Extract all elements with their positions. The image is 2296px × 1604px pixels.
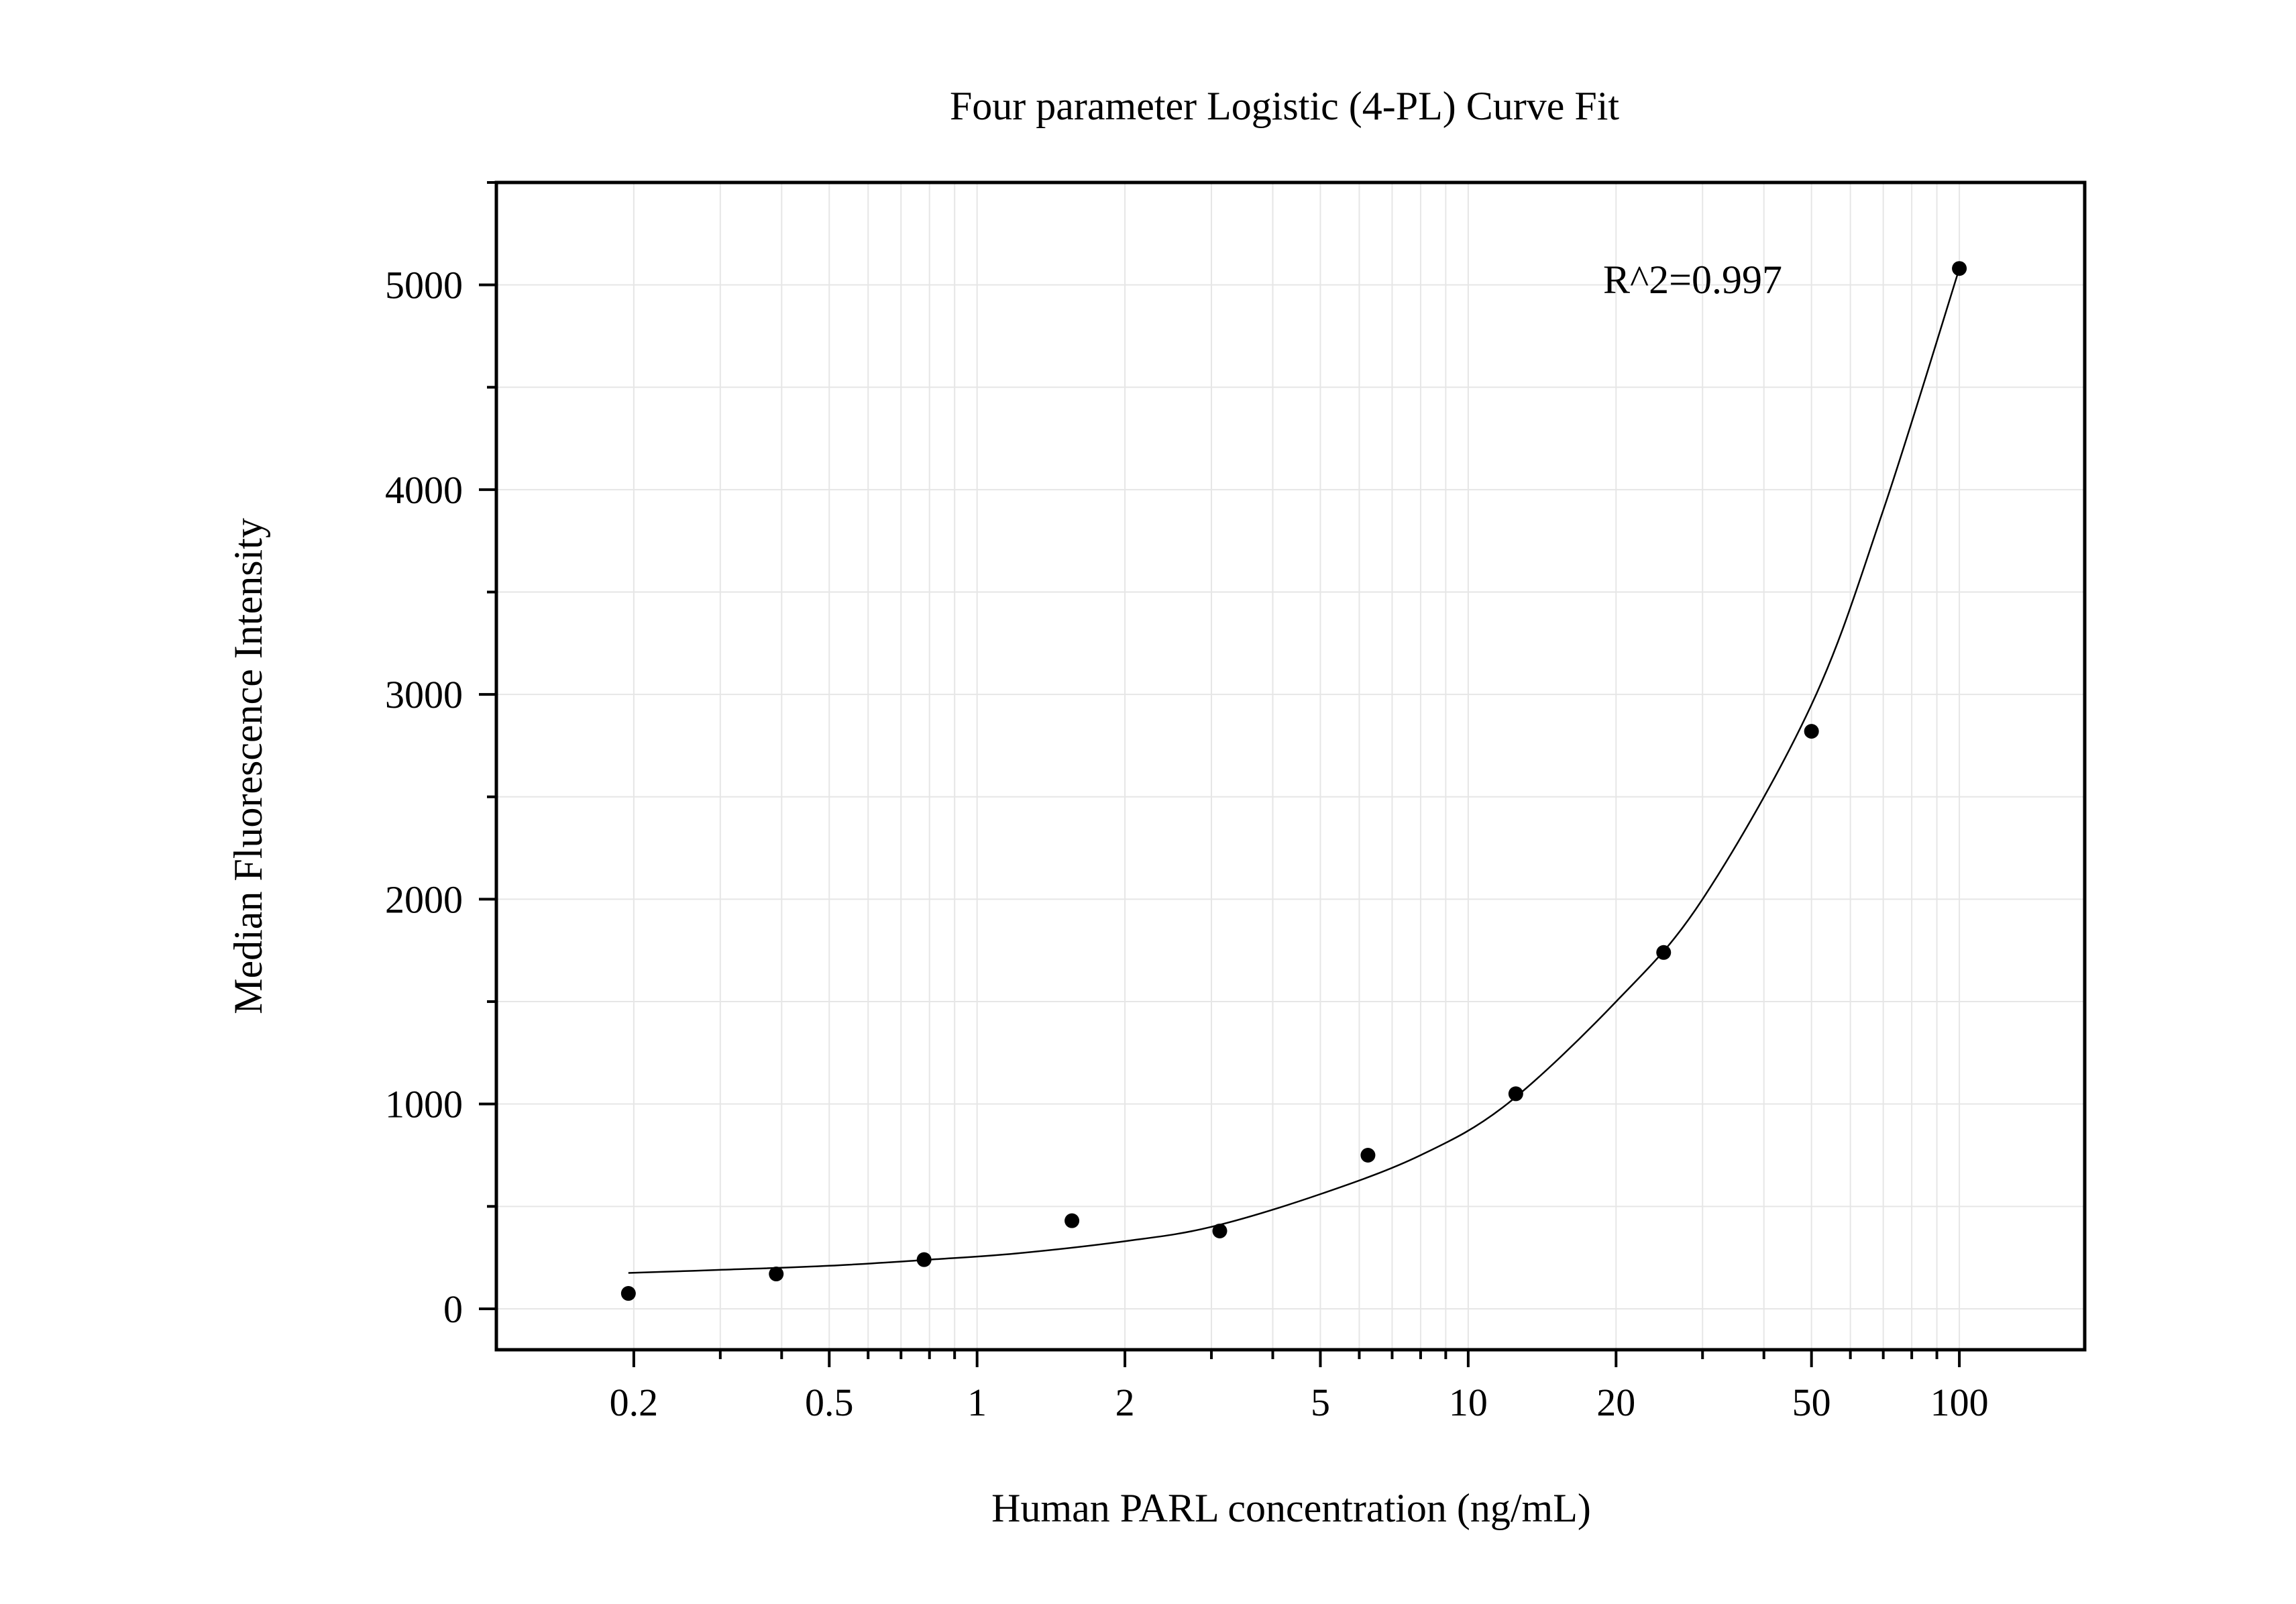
- axis-ticks: [479, 181, 1961, 1367]
- x-tick-label: 0.5: [805, 1381, 854, 1424]
- x-tick-label: 100: [1930, 1381, 1989, 1424]
- x-axis-title: Human PARL concentration (ng/mL): [991, 1486, 1591, 1530]
- x-tick-label: 20: [1596, 1381, 1635, 1424]
- data-point: [1804, 724, 1819, 739]
- r-squared-annotation: R^2=0.997: [1603, 258, 1782, 302]
- data-point: [1656, 945, 1672, 960]
- data-point: [1064, 1213, 1080, 1228]
- y-axis-title: Median Fluorescence Intensity: [226, 518, 270, 1014]
- y-tick-label: 3000: [385, 673, 463, 716]
- y-tick-label: 5000: [385, 264, 463, 307]
- y-tick-label: 1000: [385, 1083, 463, 1126]
- fit-curve: [628, 268, 1961, 1274]
- x-tick-label: 50: [1792, 1381, 1831, 1424]
- data-point: [1212, 1223, 1227, 1238]
- x-tick-label: 5: [1311, 1381, 1330, 1424]
- data-point: [769, 1267, 784, 1282]
- y-tick-label: 4000: [385, 468, 463, 512]
- data-point: [1952, 261, 1967, 276]
- plot-frame: [494, 180, 2087, 1352]
- fit-curve-layer: [628, 268, 1961, 1274]
- x-tick-label: 1: [967, 1381, 987, 1424]
- x-tick-label: 0.2: [610, 1381, 659, 1424]
- grid: [496, 182, 2085, 1350]
- x-tick-label: 2: [1115, 1381, 1135, 1424]
- data-point: [1508, 1086, 1523, 1102]
- data-points: [620, 261, 1967, 1301]
- data-point: [1360, 1148, 1376, 1163]
- data-point: [916, 1252, 932, 1267]
- chart-title: Four parameter Logistic (4-PL) Curve Fit: [950, 84, 1619, 128]
- y-tick-label: 2000: [385, 877, 463, 921]
- x-tick-label: 10: [1449, 1381, 1488, 1424]
- data-point: [620, 1286, 636, 1301]
- y-tick-label: 0: [443, 1287, 463, 1331]
